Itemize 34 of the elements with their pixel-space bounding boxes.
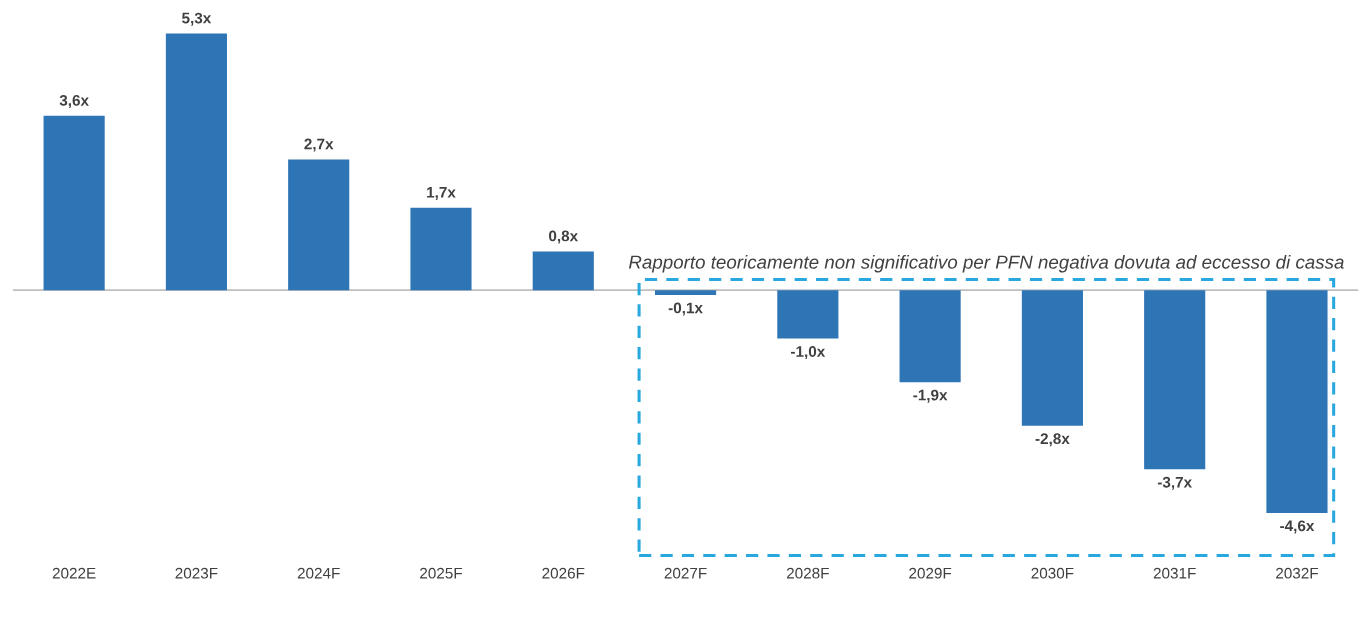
data-label: -0,1x <box>668 302 703 316</box>
bar <box>288 159 350 291</box>
bar <box>899 290 961 383</box>
x-tick-label: 2027F <box>664 567 707 579</box>
x-tick-label: 2032F <box>1276 567 1319 579</box>
bar <box>165 33 227 291</box>
x-tick-label: 2024F <box>297 567 340 579</box>
data-label: -1,0x <box>791 346 826 360</box>
data-label: 5,3x <box>182 12 212 26</box>
data-label: -4,6x <box>1280 520 1315 534</box>
data-label: -2,8x <box>1035 433 1070 447</box>
x-tick-label: 2022E <box>52 567 96 579</box>
data-label: 3,6x <box>59 94 89 108</box>
x-tick-label: 2025F <box>420 567 463 579</box>
data-label: -3,7x <box>1157 476 1192 490</box>
bar <box>410 207 472 291</box>
x-tick-label: 2031F <box>1153 567 1196 579</box>
data-label: 2,7x <box>304 138 334 152</box>
bar <box>777 290 839 339</box>
x-tick-label: 2023F <box>175 567 218 579</box>
bar <box>1266 290 1328 513</box>
bar <box>1144 290 1206 470</box>
data-label: -1,9x <box>913 389 948 403</box>
x-tick-label: 2029F <box>909 567 952 579</box>
x-tick-label: 2030F <box>1031 567 1074 579</box>
bar <box>1021 290 1083 426</box>
bar <box>532 251 594 291</box>
bar <box>654 290 717 296</box>
annotation: Rapporto teoricamente non significativo per PFN negativa dovuta ad eccesso di cassa <box>628 255 1344 273</box>
bar <box>43 115 105 291</box>
x-tick-label: 2028F <box>786 567 829 579</box>
data-label: 1,7x <box>427 187 456 200</box>
x-tick-label: 2026F <box>542 567 585 579</box>
data-label: 0,8x <box>549 230 579 244</box>
